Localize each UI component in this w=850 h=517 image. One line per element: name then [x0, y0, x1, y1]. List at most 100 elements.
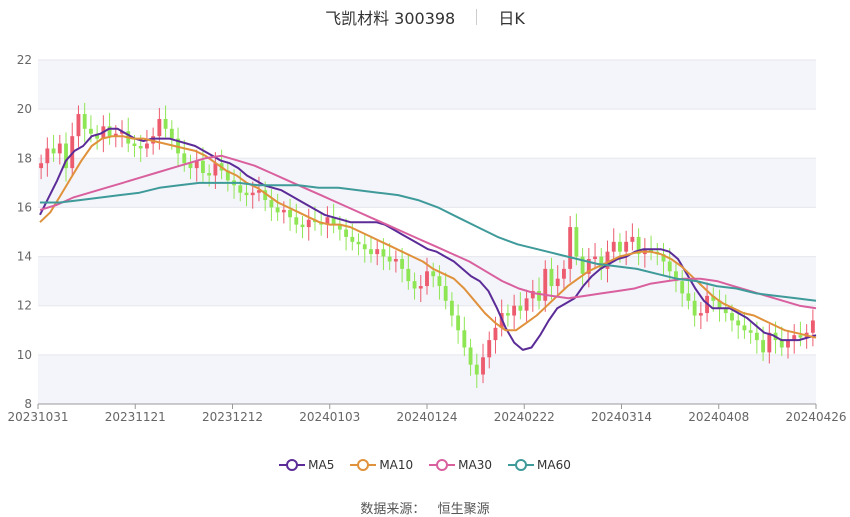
- candle-body: [387, 256, 392, 262]
- y-tick-label: 20: [17, 102, 32, 116]
- x-tick-label: 20231121: [105, 410, 166, 424]
- candle-body: [649, 249, 653, 252]
- candle-body: [723, 308, 728, 314]
- candle-body: [561, 268, 566, 279]
- candle-body: [281, 209, 286, 213]
- candle-body: [698, 313, 703, 316]
- candle-body: [761, 340, 766, 353]
- grid-band: [38, 158, 816, 208]
- candle-body: [605, 251, 610, 269]
- candle-body: [88, 128, 93, 134]
- candle-body: [742, 325, 747, 331]
- legend-label: MA30: [458, 457, 493, 472]
- series-line-ma30: [39, 154, 817, 310]
- source-label: 数据来源：: [360, 502, 426, 517]
- candle-body: [618, 241, 622, 252]
- candle-body: [306, 219, 311, 228]
- legend-item-ma30[interactable]: MA30: [429, 457, 492, 472]
- source-value: 恒生聚源: [437, 502, 490, 517]
- candle-body: [468, 347, 473, 365]
- candle-body: [792, 335, 797, 341]
- candle-body: [188, 163, 193, 169]
- candle-body: [611, 241, 616, 252]
- candle-body: [779, 340, 784, 348]
- candle-body: [381, 249, 386, 257]
- candle-body: [711, 295, 716, 301]
- candle-body: [169, 128, 174, 139]
- candle-body: [524, 298, 529, 311]
- series-line-ma60: [40, 181, 817, 302]
- grid-band: [38, 354, 816, 404]
- candle-body: [257, 190, 261, 193]
- candle-body: [717, 300, 722, 309]
- legend-item-ma5[interactable]: MA5: [279, 457, 334, 472]
- candle-body: [337, 224, 342, 230]
- candle-body: [344, 229, 349, 237]
- y-tick-label: 12: [17, 299, 32, 313]
- data-source: 数据来源： 恒生聚源: [0, 498, 850, 517]
- candle-body: [269, 200, 274, 208]
- candle-body: [163, 118, 168, 129]
- candle-body: [481, 357, 485, 375]
- candle-body: [456, 315, 461, 331]
- legend-item-ma10[interactable]: MA10: [350, 457, 413, 472]
- candle-body: [505, 313, 510, 316]
- candle-body: [182, 153, 187, 164]
- candle-body: [786, 340, 790, 348]
- candle-body: [331, 217, 336, 225]
- candle-body: [157, 118, 162, 137]
- x-tick-label: 20240222: [494, 410, 555, 424]
- candle-body: [393, 259, 398, 262]
- legend-label: MA10: [379, 457, 414, 472]
- candle-body: [45, 148, 50, 164]
- candle-body: [449, 300, 454, 316]
- candle-body: [810, 320, 815, 333]
- x-tick-label: 20231212: [202, 410, 263, 424]
- candle-body: [543, 268, 548, 301]
- x-tick-label: 20240103: [299, 410, 360, 424]
- candle-body: [51, 148, 56, 154]
- candle-body: [593, 256, 597, 260]
- candle-body: [406, 268, 411, 282]
- period-label: 日K: [498, 9, 525, 28]
- x-tick-label: 20231031: [7, 410, 68, 424]
- stock-name: 飞凯材料 300398: [325, 9, 456, 28]
- candle-body: [599, 256, 604, 269]
- candle-body: [194, 160, 199, 169]
- candle-body: [437, 276, 442, 287]
- candle-body: [418, 286, 423, 289]
- legend-marker: [350, 458, 377, 471]
- candle-body: [132, 143, 137, 146]
- candle-body: [425, 271, 429, 287]
- candle-body: [692, 300, 697, 316]
- candle-body: [549, 268, 554, 287]
- candle-body: [151, 136, 156, 144]
- chart-title: 飞凯材料 300398 日K: [0, 5, 850, 28]
- candle-body: [76, 114, 81, 137]
- legend-item-ma60[interactable]: MA60: [508, 457, 571, 472]
- candle-body: [362, 244, 367, 250]
- candle-body: [630, 236, 635, 242]
- y-tick-label: 8: [24, 397, 32, 411]
- grid-band: [38, 60, 816, 110]
- candle-body: [288, 209, 293, 218]
- candle-body: [580, 256, 585, 274]
- legend-marker: [279, 458, 306, 471]
- candle-body: [512, 305, 517, 316]
- candle-body: [518, 305, 523, 311]
- candle-body: [474, 364, 479, 375]
- title-divider: [476, 9, 478, 25]
- candle-body: [555, 278, 560, 287]
- candle-body: [443, 286, 448, 301]
- candle-body: [57, 143, 62, 154]
- candle-body: [530, 290, 535, 299]
- candle-body: [350, 236, 355, 242]
- candle-body: [748, 330, 753, 333]
- candle-body: [674, 271, 678, 282]
- y-tick-label: 22: [17, 53, 32, 67]
- legend: MA5 MA10 MA30 MA60: [0, 457, 850, 472]
- candle-body: [238, 185, 243, 193]
- candle-body: [294, 217, 299, 225]
- candle-body: [300, 224, 305, 228]
- candle-body: [400, 259, 405, 269]
